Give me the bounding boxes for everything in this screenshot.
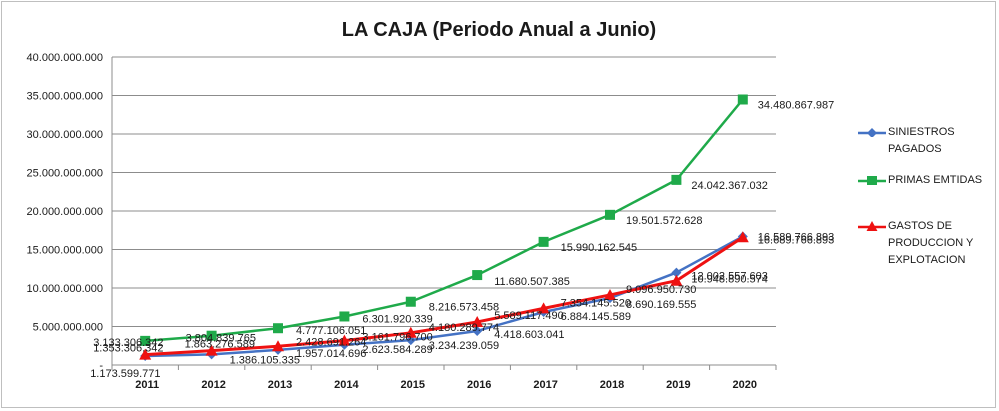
- marker-square: [605, 209, 615, 220]
- data-label: 3.133.306.342: [93, 337, 163, 349]
- data-label: 2.623.584.289: [362, 344, 432, 356]
- marker-triangle: [205, 344, 218, 356]
- data-label: 1.386.105.335: [230, 354, 300, 366]
- data-label: 19.501.572.628: [626, 215, 702, 227]
- marker-square: [140, 335, 151, 346]
- data-label: 15.990.162.545: [561, 242, 637, 254]
- data-label: 7.354.145.520: [561, 297, 631, 309]
- chart-title: LA CAJA (Periodo Anual a Junio): [342, 19, 656, 41]
- marker-triangle: [272, 340, 284, 352]
- marker-square: [737, 94, 748, 105]
- marker-triangle: [338, 334, 351, 346]
- x-tick-label: 2014: [334, 379, 359, 391]
- marker-square: [472, 270, 483, 281]
- y-tick-label: 5.000.000.000: [33, 322, 103, 334]
- data-label: 3.161.796.700: [362, 332, 432, 344]
- x-tick-label: 2020: [733, 379, 757, 391]
- legend-label: GASTOS DE PRODUCCION Y EXPLOTACION: [888, 220, 974, 266]
- y-tick-label: 40.000.000.000: [27, 52, 103, 64]
- data-label: 8.216.573.458: [429, 302, 499, 314]
- marker-diamond: [472, 325, 483, 336]
- marker-triangle: [670, 274, 683, 286]
- x-tick-label: 2018: [600, 379, 624, 391]
- x-tick-label: 2015: [401, 379, 425, 391]
- y-tick-label: 25.000.000.000: [27, 168, 103, 180]
- data-label: 16.589.766.893: [758, 231, 834, 243]
- legend-swatch: [858, 221, 886, 231]
- data-label: 1.957.014.696: [296, 348, 366, 360]
- data-label: 3.804.839.765: [186, 333, 256, 345]
- x-tick-label: 2011: [135, 379, 159, 391]
- marker-triangle: [471, 315, 484, 327]
- marker-triangle: [537, 302, 550, 314]
- data-label: 6.301.920.339: [362, 313, 432, 325]
- marker-square: [405, 296, 416, 307]
- series-line-1: [145, 235, 744, 358]
- series-lines: [139, 94, 749, 361]
- data-label: 3.234.239.059: [429, 340, 499, 352]
- marker-triangle: [404, 326, 417, 338]
- marker-square: [538, 236, 549, 247]
- y-tick-label: 15.000.000.000: [27, 245, 103, 257]
- y-tick-label: 30.000.000.000: [27, 129, 103, 141]
- marker-square: [273, 323, 283, 334]
- marker-triangle: [736, 231, 749, 243]
- marker-triangle: [604, 288, 616, 300]
- y-tick-label: -: [99, 360, 103, 372]
- data-label: 11.680.507.385: [494, 276, 570, 288]
- marker-triangle: [139, 348, 152, 360]
- data-label: 2.428.691.264: [296, 336, 366, 348]
- series-line-2: [145, 98, 744, 343]
- marker-square: [206, 330, 217, 341]
- marker-square: [671, 174, 682, 185]
- data-label: 24.042.367.032: [691, 180, 767, 192]
- legend-swatch: [858, 128, 886, 137]
- data-label: 4.777.106.051: [296, 325, 366, 337]
- data-label: 1.353.306.342: [93, 343, 163, 355]
- data-labels: 1.173.599.7711.386.105.3351.957.014.6962…: [90, 99, 834, 379]
- data-label: 4.418.603.041: [494, 329, 564, 341]
- x-tick-label: 2016: [467, 379, 491, 391]
- legend-swatch: [858, 176, 886, 185]
- legend-label: SINIESTROS PAGADOS: [888, 126, 955, 155]
- series-line-3: [145, 236, 744, 357]
- marker-square: [339, 311, 350, 322]
- y-tick-label: 20.000.000.000: [27, 206, 103, 218]
- axes: - 5.000.000.000 10.000.000.000 15.000.000.0…: [27, 52, 777, 391]
- data-label: 34.480.867.987: [758, 99, 834, 111]
- gridlines: [112, 56, 776, 327]
- y-tick-label: 10.000.000.000: [27, 283, 103, 295]
- x-tick-label: 2017: [533, 379, 557, 391]
- data-label: 10.948.890.574: [691, 274, 767, 286]
- data-label: 8.690.169.555: [626, 299, 696, 311]
- data-label: 16.689.766.893: [758, 234, 834, 246]
- x-tick-label: 2012: [201, 379, 225, 391]
- data-label: 1.173.599.771: [90, 368, 160, 380]
- data-label: 9.096.950.730: [626, 284, 696, 296]
- legend-label: PRIMAS EMTIDAS: [888, 174, 983, 186]
- data-label: 4.180.289.774: [429, 322, 499, 334]
- x-tick-label: 2013: [268, 379, 292, 391]
- x-tick-label: 2019: [666, 379, 690, 391]
- y-tick-label: 35.000.000.000: [27, 91, 103, 103]
- data-label: 1.863.276.589: [185, 339, 255, 351]
- marker-diamond: [671, 267, 682, 278]
- data-label: 12.002.557.603: [691, 271, 767, 283]
- data-label: 6.884.145.589: [561, 311, 631, 323]
- data-label: 5.589.117.490: [494, 310, 564, 322]
